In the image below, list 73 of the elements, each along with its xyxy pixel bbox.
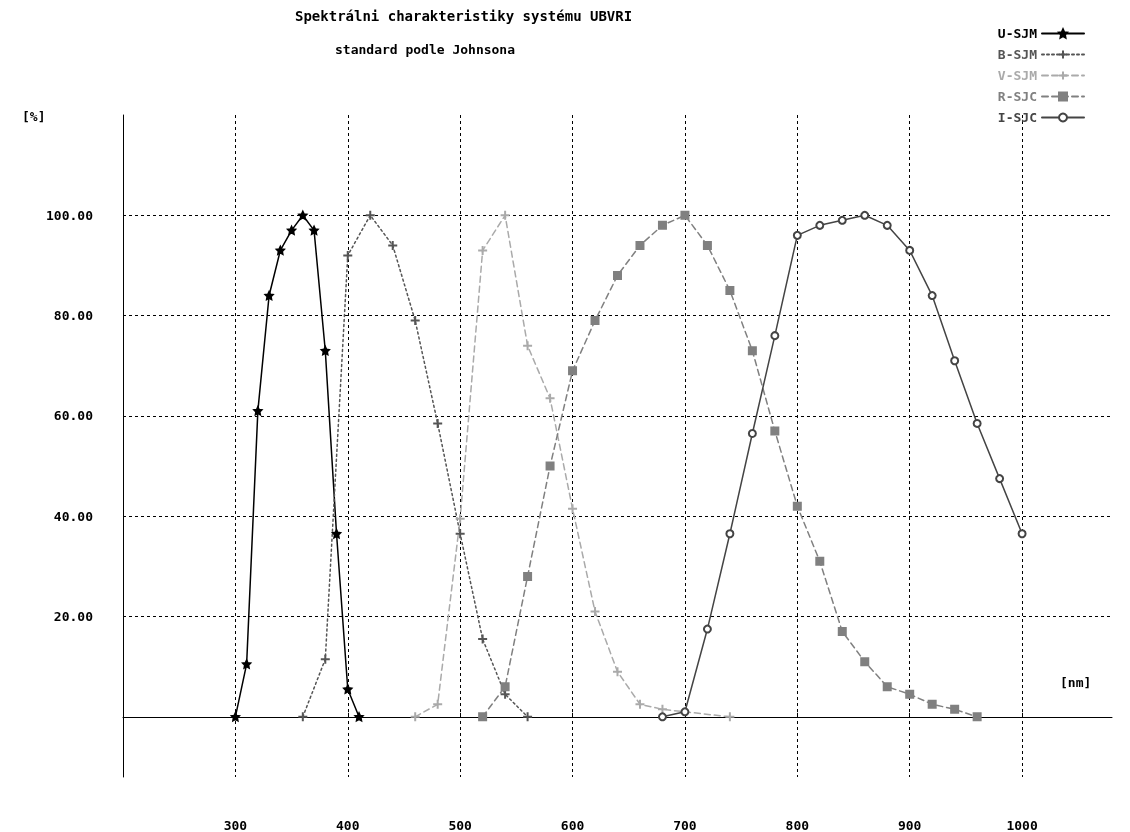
point [590,316,600,326]
point [309,225,319,235]
point [287,225,297,235]
point [882,682,892,692]
y-tick-label: 80.00 [53,308,94,324]
point [253,406,263,416]
point [815,220,825,230]
point [815,556,825,566]
point [500,682,510,692]
point [545,461,555,471]
y-tick-label: 100.00 [46,207,94,223]
point [523,571,533,581]
point [725,529,735,539]
point [972,418,982,428]
point [635,240,645,250]
point [657,712,667,722]
point [770,331,780,341]
point [860,657,870,667]
y-tick-label: 20.00 [53,609,94,625]
x-tick-label: 800 [785,818,810,832]
x-tick-label: 600 [560,818,585,832]
point [680,210,690,220]
x-tick-label: 1000 [1006,818,1038,832]
x-tick-label: 700 [673,818,697,832]
point [995,474,1005,484]
chart-title: Spektrálni charakteristiky systému UBVRI [295,8,633,24]
point [792,230,802,240]
point [680,707,690,717]
point [230,712,240,722]
point [837,215,847,225]
point [972,712,982,722]
legend-label: R-SJC [997,89,1037,104]
point [747,346,757,356]
point [927,699,937,709]
y-tick-label: 60.00 [53,408,94,424]
x-axis-title: [nm] [1060,675,1092,690]
point [568,366,578,376]
point [905,689,915,699]
y-tick-label: 40.00 [53,508,94,524]
x-tick-label: 900 [897,818,922,832]
y-axis-title: [%] [22,109,46,124]
x-tick-label: 400 [336,818,360,832]
point [860,210,870,220]
legend-label: U-SJM [997,26,1038,41]
point [747,428,757,438]
point [792,501,802,511]
point [298,210,308,220]
point [657,220,667,230]
point [332,529,342,539]
legend-label: B-SJM [997,47,1038,62]
legend-label: I-SJC [997,110,1037,125]
point [275,245,285,255]
point [837,627,847,637]
point [905,245,915,255]
point [320,346,330,356]
point [1017,529,1027,539]
x-tick-label: 300 [223,818,248,832]
point [702,240,712,250]
point [613,270,622,280]
point [702,624,712,634]
point [242,659,252,669]
point [354,712,364,722]
point [725,286,735,296]
chart-subtitle: standard podle Johnsona [335,42,516,57]
point [950,356,960,366]
point [770,426,780,436]
legend-label: V-SJM [997,68,1038,83]
x-tick-label: 500 [448,818,473,832]
point [478,712,488,722]
point [950,704,960,714]
point [927,291,937,301]
point [882,220,892,230]
point [343,684,353,694]
